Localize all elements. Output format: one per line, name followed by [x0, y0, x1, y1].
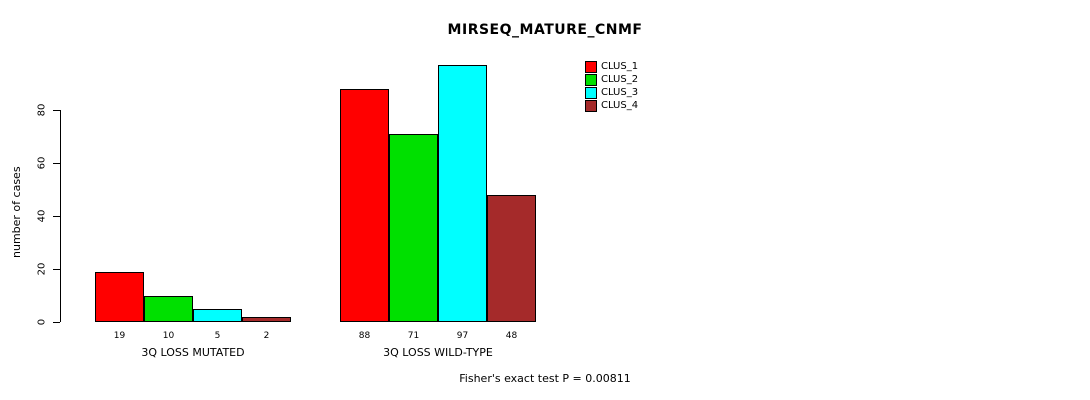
bar-clus_4 [487, 194, 536, 322]
y-tick-label: 80 [36, 103, 48, 117]
legend-item: CLUS_2 [585, 73, 638, 86]
bar-clus_3 [193, 308, 242, 322]
y-tick [53, 163, 60, 164]
legend-label: CLUS_2 [601, 74, 639, 85]
y-tick-label: 40 [36, 209, 48, 223]
bar-value-label: 19 [113, 331, 126, 341]
y-tick-label: 20 [36, 262, 48, 276]
bar-value-label: 10 [162, 331, 175, 341]
bar-clus_1 [340, 88, 389, 322]
legend-label: CLUS_4 [601, 100, 639, 111]
legend-label: CLUS_1 [601, 61, 639, 72]
legend-item: CLUS_4 [585, 99, 638, 112]
x-group-label: 3Q LOSS MUTATED [141, 346, 245, 359]
legend-item: CLUS_1 [585, 60, 638, 73]
bar-value-label: 88 [358, 331, 371, 341]
legend-label: CLUS_3 [601, 87, 639, 98]
y-tick-label: 60 [36, 156, 48, 170]
x-group-label: 3Q LOSS WILD-TYPE [383, 346, 493, 359]
y-axis-line [60, 110, 61, 322]
y-tick-label: 0 [36, 318, 48, 326]
bar-clus_2 [389, 133, 438, 322]
legend-swatch [585, 73, 597, 86]
legend-swatch [585, 60, 597, 73]
legend-swatch [585, 99, 597, 112]
y-tick [53, 110, 60, 111]
bar-value-label: 97 [456, 331, 469, 341]
legend-item: CLUS_3 [585, 86, 638, 99]
legend: CLUS_1 CLUS_2 CLUS_3 CLUS_4 [585, 60, 638, 112]
bar-value-label: 48 [505, 331, 518, 341]
y-tick [53, 269, 60, 270]
legend-swatch [585, 86, 597, 99]
chart-title: MIRSEQ_MATURE_CNMF [447, 22, 643, 38]
bar-value-label: 2 [263, 331, 270, 341]
y-tick [53, 322, 60, 323]
bar-clus_4 [242, 316, 291, 322]
bar-clus_3 [438, 64, 487, 322]
bar-value-label: 5 [214, 331, 221, 341]
y-tick [53, 216, 60, 217]
annotation-text: Fisher's exact test P = 0.00811 [459, 372, 631, 385]
bar-clus_2 [144, 295, 193, 322]
bar-clus_1 [95, 271, 144, 322]
bar-value-label: 71 [407, 331, 420, 341]
